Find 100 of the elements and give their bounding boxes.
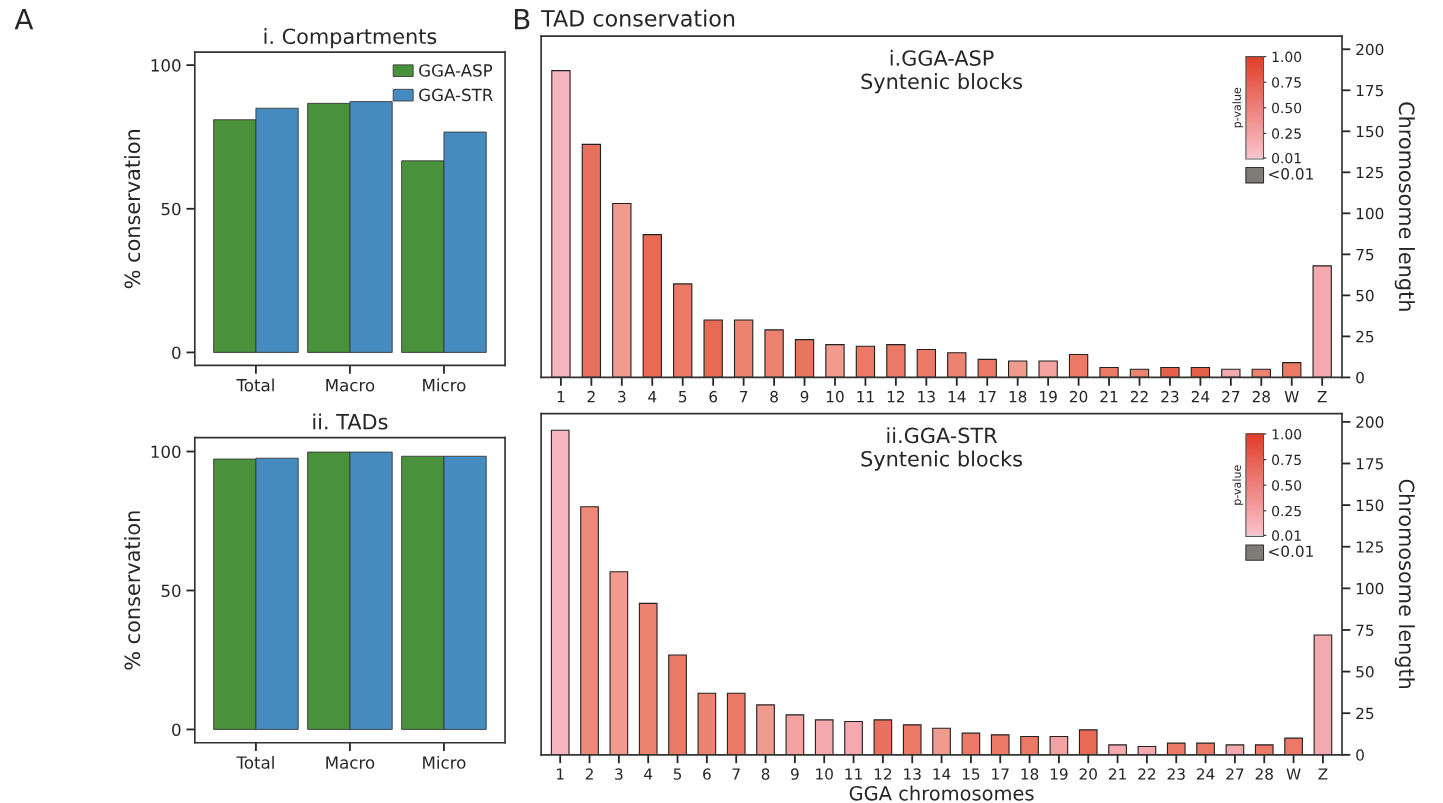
text: TAD conservation <box>541 9 735 27</box>
bar <box>668 654 687 755</box>
x-tick-label: 11 <box>857 391 874 403</box>
bar <box>1078 729 1098 755</box>
annotation: <0.01 <box>1269 545 1313 558</box>
y-tick-label: 50 <box>161 584 181 598</box>
x-tick-label: 6 <box>709 390 718 403</box>
y-axis-title: Chromosome length <box>1394 102 1415 311</box>
x-tick-label: 5 <box>679 391 687 403</box>
x-tick-label: 22 <box>1138 768 1156 780</box>
text: i.GGA-ASP Syntenic blocks <box>861 49 1023 94</box>
y-tick-label: 50 <box>161 202 181 216</box>
x-tick-label: Macro <box>326 756 375 769</box>
x-tick-label: W <box>1286 768 1301 780</box>
x-tick-label: 23 <box>1167 768 1185 780</box>
y-tick-label: 75 <box>1356 624 1374 636</box>
bar <box>1284 737 1303 755</box>
text: A <box>14 8 34 30</box>
y-axis-title: % conservation <box>124 130 141 289</box>
y-tick-label: 75 <box>1356 249 1374 261</box>
x-tick-label: 3 <box>615 768 623 780</box>
y-tick-label: 200 <box>1356 416 1384 428</box>
bar <box>638 602 658 755</box>
x-tick-label: 18 <box>1021 768 1039 780</box>
x-tick-label: 3 <box>618 390 626 403</box>
color-bar-label: 0.25 <box>1272 128 1301 139</box>
color-bar-label: 0.75 <box>1272 454 1301 466</box>
y-tick-label: 0 <box>1356 749 1364 761</box>
y-tick-label: 25 <box>1356 707 1374 720</box>
y-tick-label: 100 <box>151 59 181 72</box>
bar <box>580 506 599 755</box>
color-bar-title: p-value <box>1232 465 1244 505</box>
bar <box>1049 735 1069 755</box>
y-tick-label: 125 <box>1356 166 1384 179</box>
x-tick-label: 18 <box>1009 390 1027 403</box>
x-tick-label: 2 <box>585 768 593 780</box>
x-tick-label: 28 <box>1255 768 1273 780</box>
annotation: <0.01 <box>1269 168 1313 180</box>
y-tick-label: 0 <box>172 346 181 360</box>
color-bar-label: 1.00 <box>1272 51 1302 63</box>
x-tick-label: 8 <box>761 768 770 780</box>
x-tick-label: 11 <box>845 768 862 780</box>
color-bar-label: 0.01 <box>1272 152 1301 164</box>
y-tick-label: 125 <box>1356 541 1384 553</box>
x-tick-label: 17 <box>979 391 996 403</box>
bar <box>1137 745 1157 755</box>
x-tick-label: 15 <box>962 768 980 780</box>
bar <box>902 724 922 755</box>
x-tick-label: 13 <box>918 390 935 403</box>
color-bar-label: 0.25 <box>1272 505 1301 517</box>
x-tick-label: 24 <box>1191 390 1210 403</box>
x-tick-label: 8 <box>770 390 778 403</box>
x-tick-label: 20 <box>1069 390 1088 403</box>
x-tick-label: Total <box>236 755 274 769</box>
y-axis-title: Chromosome length <box>1394 479 1415 689</box>
x-tick-label: 23 <box>1161 390 1179 403</box>
x-tick-label: 24 <box>1196 768 1215 780</box>
y-tick-label: 150 <box>1356 499 1384 512</box>
x-tick-label: 20 <box>1079 768 1097 780</box>
x-tick-label: 10 <box>816 768 833 780</box>
bar <box>1108 744 1127 755</box>
bar <box>961 732 981 755</box>
color-bar-label: 0.01 <box>1272 530 1301 541</box>
x-tick-label: Z <box>1318 768 1328 780</box>
bar <box>844 720 863 755</box>
y-tick-label: 100 <box>1356 207 1384 220</box>
text: B <box>514 8 530 30</box>
bar <box>990 734 1010 755</box>
x-tick-label: 12 <box>887 390 905 403</box>
x-tick-label: Micro <box>423 378 466 392</box>
y-axis-title: % conservation <box>124 511 141 670</box>
bar <box>1166 742 1186 755</box>
x-tick-label: Micro <box>423 755 466 769</box>
x-tick-label: 19 <box>1050 768 1068 780</box>
bar <box>814 719 834 755</box>
color-bar-label: 1.00 <box>1272 428 1302 440</box>
text: ii.GGA-STR Syntenic blocks <box>861 427 1023 471</box>
color-bar-label: 0.50 <box>1272 480 1302 491</box>
bar <box>1020 735 1039 755</box>
y-tick-label: 25 <box>1356 330 1374 343</box>
x-tick-label: 21 <box>1100 390 1118 403</box>
legend-label: GGA-ASP <box>419 64 493 77</box>
bar <box>932 727 951 755</box>
bar <box>873 719 893 755</box>
color-bar-label: 0.75 <box>1272 77 1301 88</box>
y-tick-label: 50 <box>1356 666 1374 678</box>
x-tick-label: W <box>1284 391 1299 403</box>
bar <box>609 571 629 755</box>
legend-label: GGA-STR <box>419 88 493 102</box>
bar <box>756 704 775 755</box>
x-tick-label: 9 <box>800 390 809 403</box>
x-tick-label: 14 <box>948 391 966 403</box>
chart-title: i. Compartments <box>264 28 437 49</box>
bar <box>1254 744 1274 755</box>
color-bar-label: 0.50 <box>1272 102 1302 114</box>
x-axis-title: GGA chromosomes <box>849 785 1034 801</box>
x-tick-label: 27 <box>1226 768 1244 780</box>
x-tick-label: 27 <box>1222 390 1240 403</box>
chart-title: ii. TADs <box>313 413 388 430</box>
x-tick-label: 14 <box>933 768 951 780</box>
